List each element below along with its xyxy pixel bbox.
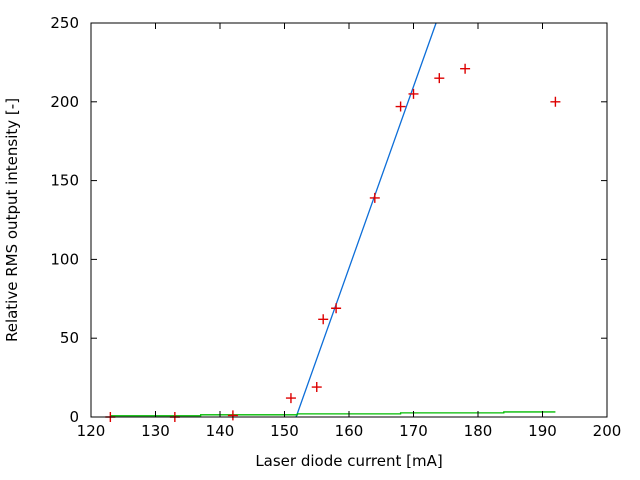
data-point-marker (311, 382, 322, 393)
plot-border (90, 22, 608, 418)
data-point-marker (434, 73, 445, 84)
x-tick-label: 180 (464, 422, 493, 440)
y-tick-label: 150 (50, 172, 79, 190)
data-point-marker (369, 192, 380, 203)
x-tick-label: 160 (335, 422, 364, 440)
data-point-marker (318, 314, 329, 325)
x-tick-label: 170 (399, 422, 428, 440)
data-point-marker (285, 393, 296, 404)
data-point-marker (395, 101, 406, 112)
y-tick-label: 0 (69, 408, 79, 426)
y-tick-label: 100 (50, 250, 79, 268)
x-axis-label: Laser diode current [mA] (255, 452, 442, 470)
x-tick-label: 120 (77, 422, 106, 440)
plot-area: 120 130 140 150 160 170 180 190 200 0 50 100 150 200 2… (50, 14, 621, 440)
data-point-marker (550, 96, 561, 107)
x-tick-label: 130 (141, 422, 170, 440)
y-tick-label: 250 (50, 14, 79, 32)
data-point-marker (408, 88, 419, 99)
data-point-marker (227, 410, 238, 421)
data-point-marker (331, 303, 342, 314)
x-tick-label: 150 (270, 422, 299, 440)
x-tick-label: 140 (206, 422, 235, 440)
series-threshold-fit-line (295, 22, 437, 418)
x-tick-label: 200 (593, 422, 622, 440)
y-axis-label: Relative RMS output intensity [-] (3, 98, 21, 342)
y-tick-label: 200 (50, 93, 79, 111)
data-point-marker (460, 63, 471, 74)
series-below-threshold-line (110, 411, 556, 417)
x-tick-label: 190 (528, 422, 557, 440)
y-tick-label: 50 (60, 329, 79, 347)
